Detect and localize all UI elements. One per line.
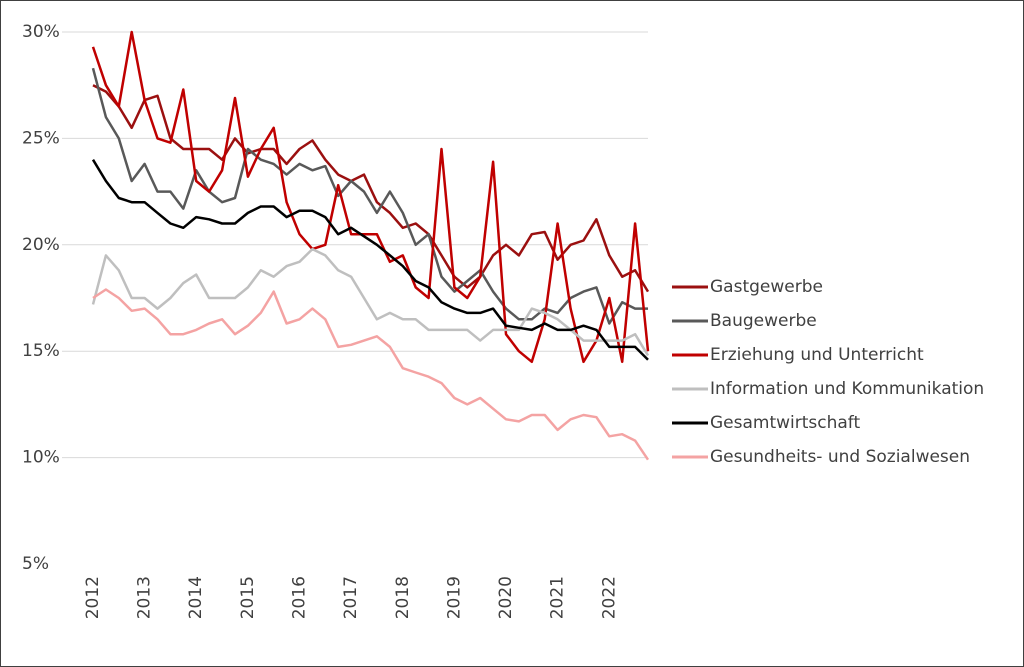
legend-label: Gesamtwirtschaft xyxy=(710,413,860,433)
series-line xyxy=(91,30,650,364)
x-tick-label: 2014 xyxy=(186,576,206,619)
legend-label: Baugewerbe xyxy=(710,311,817,331)
series-line xyxy=(92,288,650,461)
legend-label: Gastgewerbe xyxy=(710,277,823,297)
series-line xyxy=(91,67,648,325)
series-line xyxy=(92,84,650,293)
legend-label: Erziehung und Unterricht xyxy=(710,345,924,365)
y-tick-label: 10% xyxy=(22,448,60,468)
x-tick-label: 2017 xyxy=(341,576,361,619)
series-line xyxy=(91,247,650,357)
legend-label: Gesundheits- und Sozialwesen xyxy=(710,447,970,467)
series-line xyxy=(91,159,649,361)
y-tick-label: 5% xyxy=(22,554,49,574)
y-tick-label: 20% xyxy=(22,235,60,255)
x-tick-label: 2020 xyxy=(496,576,516,619)
y-tick-label: 15% xyxy=(22,341,60,361)
x-tick-label: 2016 xyxy=(289,576,309,619)
x-tick-label: 2012 xyxy=(83,576,103,619)
y-tick-label: 30% xyxy=(22,22,60,42)
x-tick-label: 2022 xyxy=(599,576,619,619)
legend-label: Information und Kommunikation xyxy=(710,379,984,399)
x-tick-label: 2018 xyxy=(393,576,413,619)
y-tick-label: 25% xyxy=(22,128,60,148)
x-tick-label: 2013 xyxy=(135,576,155,619)
x-tick-label: 2021 xyxy=(548,576,568,619)
x-tick-label: 2015 xyxy=(238,576,258,619)
x-tick-label: 2019 xyxy=(444,576,464,619)
